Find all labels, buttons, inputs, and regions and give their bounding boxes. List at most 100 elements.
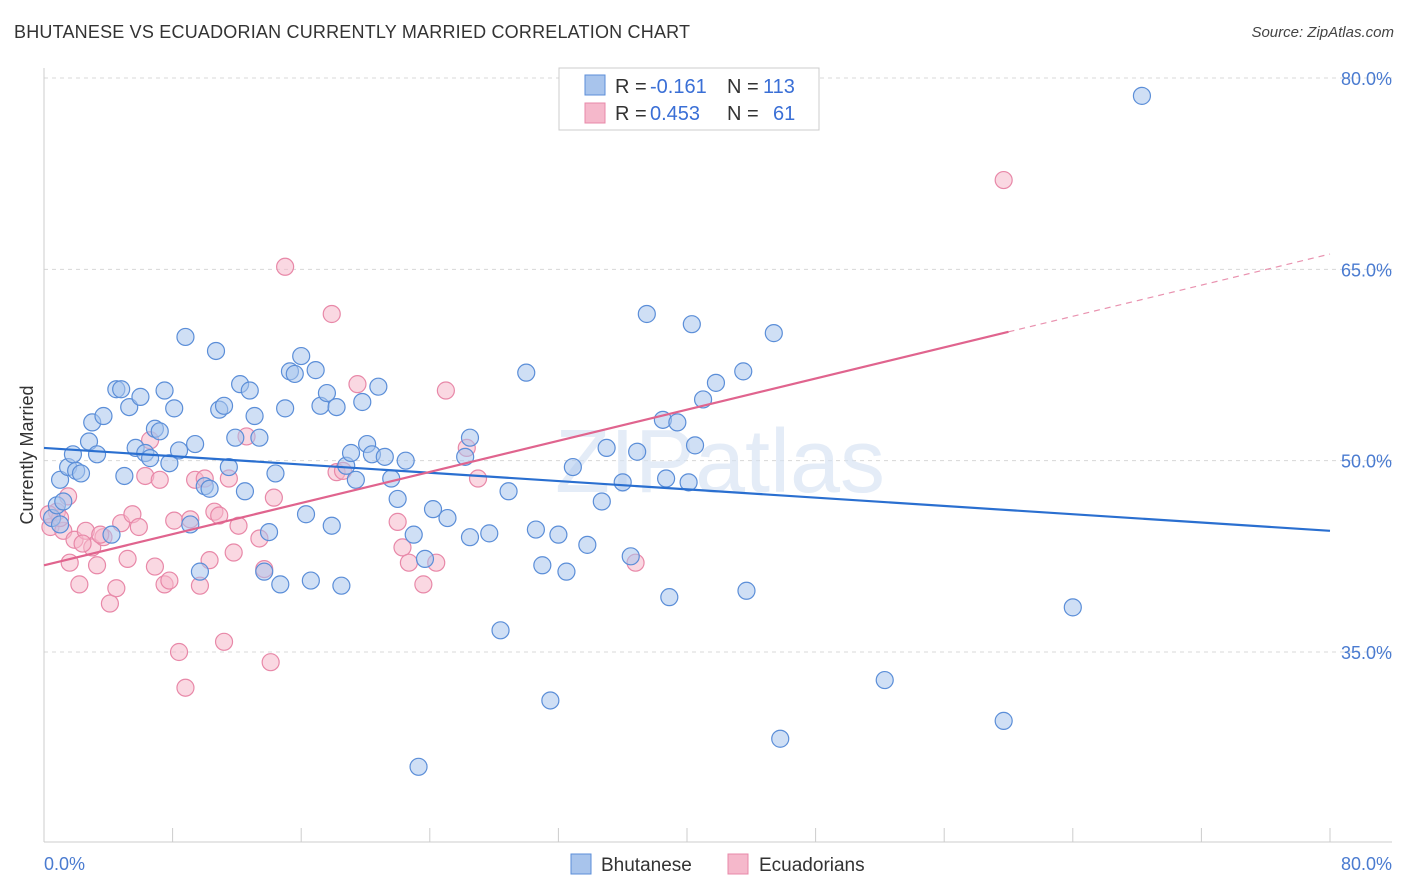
ecuadorian-point-24 (176, 678, 195, 697)
legend-n-value-2: 61 (773, 103, 795, 125)
bhutanese-point-47 (276, 399, 295, 418)
bhutanese-point-111 (1132, 86, 1152, 105)
bhutanese-point-69 (396, 451, 415, 470)
bhutanese-point-75 (460, 428, 480, 447)
legend-n-label-1: N = (727, 76, 759, 98)
bhutanese-point-105 (737, 581, 756, 600)
bhutanese-point-61 (346, 470, 365, 489)
stats-legend: R = -0.161 N = 113 R = 0.453 N = 61 (558, 67, 820, 131)
ecuadorian-point-40 (264, 488, 283, 507)
bhutanese-point-35 (214, 396, 234, 415)
bhutanese-point-76 (456, 447, 475, 466)
chart-title: BHUTANESE VS ECUADORIAN CURRENTLY MARRIE… (14, 22, 691, 42)
bhutanese-point-18 (131, 387, 150, 406)
bhutanese-point-65 (369, 377, 388, 396)
legend-n-value-1: 113 (763, 76, 795, 98)
ecuadorian-point-13 (118, 549, 137, 568)
bhutanese-point-46 (271, 575, 290, 594)
ecuadorian-point-51 (436, 381, 455, 400)
ecuadorian-point-55 (994, 170, 1013, 190)
bhutanese-point-26 (169, 441, 189, 460)
ecuadorian-point-53 (468, 469, 488, 488)
bhutanese-point-84 (541, 691, 560, 710)
series-legend-swatch-ecuadorian (727, 853, 749, 875)
bhutanese-point-93 (628, 442, 647, 461)
bhutanese-point-108 (875, 670, 894, 690)
bhutanese-point-58 (332, 576, 351, 595)
ecuadorian-point-59 (73, 534, 92, 553)
bhutanese-point-74 (438, 508, 457, 528)
bhutanese-points (42, 86, 1152, 776)
bhutanese-point-68 (388, 489, 407, 509)
bhutanese-point-98 (668, 413, 687, 432)
bhutanese-point-90 (597, 438, 616, 458)
bhutanese-point-88 (578, 535, 597, 554)
bhutanese-point-10 (87, 445, 107, 464)
trend-lines (43, 253, 1331, 567)
bhutanese-point-70 (404, 525, 423, 544)
y-tick-label-50: 50.0% (1341, 452, 1392, 472)
bhutanese-point-16 (120, 397, 139, 417)
bhutanese-point-85 (549, 525, 568, 544)
bhutanese-point-3 (54, 492, 73, 511)
series-legend-label-ecuadorian: Ecuadorians (759, 855, 865, 876)
y-tick-label-80: 80.0% (1341, 69, 1392, 89)
bhutanese-point-91 (613, 473, 632, 492)
bhutanese-point-45 (266, 464, 285, 483)
bhutanese-point-39 (235, 482, 255, 501)
legend-r-label-2: R = (615, 103, 647, 125)
bhutanese-point-71 (409, 757, 428, 776)
ecuadorian-trend-extension (1008, 253, 1331, 333)
bhutanese-point-92 (621, 547, 640, 566)
legend-r-value-1: -0.161 (650, 76, 707, 98)
series-legend-swatch-bhutanese (570, 853, 592, 875)
bhutanese-point-43 (255, 562, 274, 581)
bhutanese-point-11 (94, 406, 113, 426)
bhutanese-point-27 (176, 327, 195, 347)
bhutanese-trend-line (43, 446, 1331, 532)
bhutanese-point-24 (160, 454, 179, 473)
bhutanese-point-72 (415, 549, 435, 568)
bhutanese-point-62 (353, 392, 372, 412)
bhutanese-point-22 (150, 422, 169, 441)
bhutanese-point-51 (296, 505, 316, 524)
bhutanese-point-99 (679, 473, 698, 492)
ecuadorian-point-22 (165, 511, 184, 530)
bhutanese-point-50 (292, 346, 311, 366)
ecuadorian-point-47 (393, 538, 412, 557)
ecuadorian-point-5 (70, 575, 89, 594)
ecuadorian-point-48 (399, 553, 419, 572)
bhutanese-point-101 (685, 436, 705, 455)
ecuadorian-point-10 (100, 594, 120, 613)
series-legend-label-bhutanese: Bhutanese (601, 855, 692, 876)
ecuadorian-point-46 (388, 512, 407, 531)
bhutanese-point-96 (657, 469, 676, 488)
bhutanese-point-73 (423, 500, 443, 519)
bhutanese-point-7 (71, 464, 91, 483)
axes (43, 68, 1392, 843)
bhutanese-point-14 (112, 380, 131, 399)
gridlines (44, 77, 1392, 653)
ecuadorian-point-42 (322, 304, 341, 324)
bhutanese-point-52 (301, 571, 320, 590)
ecuadorian-point-39 (261, 653, 280, 672)
ecuadorian-point-11 (107, 579, 126, 598)
y-tick-label-35: 35.0% (1341, 643, 1392, 663)
legend-r-label-1: R = (615, 76, 647, 98)
y-tick-label-65: 65.0% (1341, 260, 1392, 280)
chart-source: Source: ZipAtlas.com (1251, 24, 1394, 41)
bhutanese-point-56 (322, 516, 341, 535)
ecuadorian-point-49 (414, 575, 433, 594)
bhutanese-point-107 (764, 324, 783, 343)
bhutanese-point-109 (994, 711, 1013, 730)
legend-r-value-2: 0.453 (650, 103, 700, 125)
bhutanese-point-110 (1063, 598, 1082, 617)
bhutanese-point-30 (190, 562, 210, 581)
bhutanese-point-77 (460, 528, 480, 547)
bhutanese-point-97 (660, 588, 679, 607)
ecuadorian-trend-line (43, 330, 1009, 567)
bhutanese-point-42 (250, 428, 269, 447)
bhutanese-point-80 (499, 482, 518, 501)
y-tick-labels: 35.0% 50.0% 65.0% 80.0% (1341, 69, 1392, 663)
